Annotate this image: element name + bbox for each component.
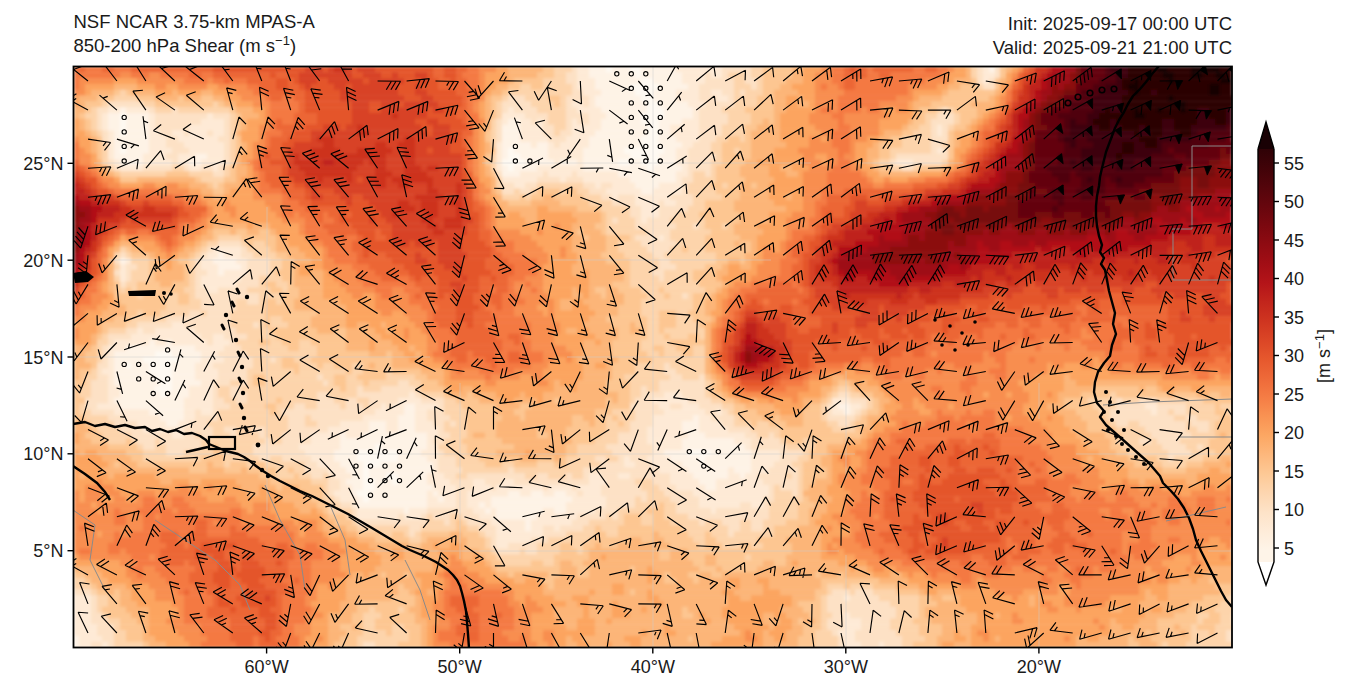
svg-text:55: 55	[1284, 154, 1304, 174]
svg-text:35: 35	[1284, 308, 1304, 328]
svg-text:30: 30	[1284, 346, 1304, 366]
svg-text:60°W: 60°W	[244, 657, 288, 677]
svg-text:850-200 hPa Shear (m s−1): 850-200 hPa Shear (m s−1)	[74, 33, 297, 56]
svg-text:50: 50	[1284, 192, 1304, 212]
svg-text:Valid: 2025-09-21 21:00 UTC: Valid: 2025-09-21 21:00 UTC	[993, 37, 1232, 58]
svg-text:40°W: 40°W	[631, 657, 675, 677]
svg-text:15: 15	[1284, 462, 1304, 482]
svg-text:30°W: 30°W	[824, 657, 868, 677]
svg-text:45: 45	[1284, 231, 1304, 251]
svg-text:20°N: 20°N	[23, 251, 63, 271]
svg-text:10°N: 10°N	[23, 444, 63, 464]
svg-text:10: 10	[1284, 500, 1304, 520]
svg-text:NSF NCAR 3.75-km MPAS-A: NSF NCAR 3.75-km MPAS-A	[74, 11, 316, 32]
svg-text:25: 25	[1284, 385, 1304, 405]
svg-text:25°N: 25°N	[23, 154, 63, 174]
svg-text:5°N: 5°N	[33, 541, 63, 561]
svg-text:40: 40	[1284, 269, 1304, 289]
svg-text:5: 5	[1284, 539, 1294, 559]
svg-text:50°W: 50°W	[438, 657, 482, 677]
svg-text:Init: 2025-09-17 00:00 UTC: Init: 2025-09-17 00:00 UTC	[1008, 13, 1232, 34]
svg-text:15°N: 15°N	[23, 348, 63, 368]
svg-text:20°W: 20°W	[1017, 657, 1061, 677]
svg-text:20: 20	[1284, 423, 1304, 443]
